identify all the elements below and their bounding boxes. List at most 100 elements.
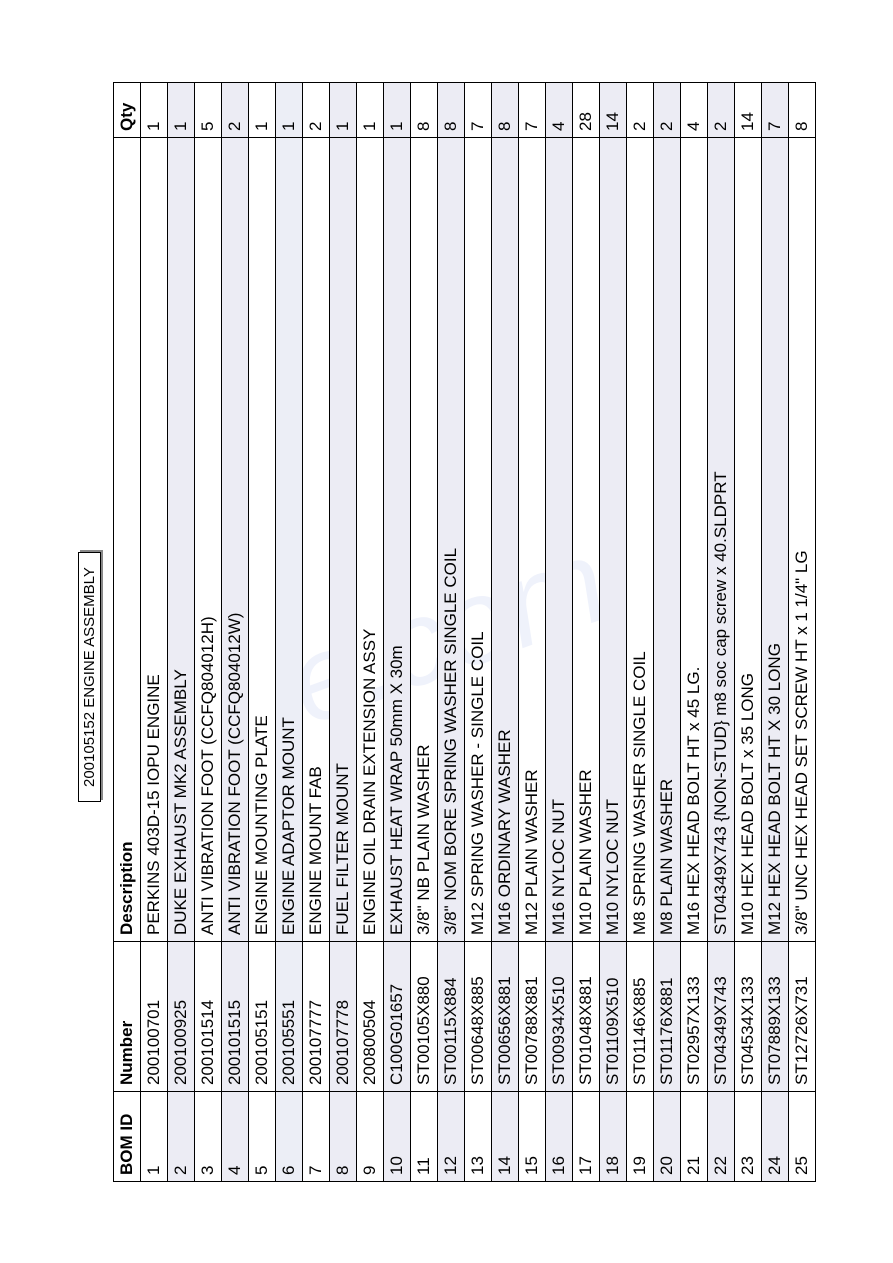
table-row: 15ST00788X881M12 PLAIN WASHER7 — [518, 82, 545, 1181]
table-row: 3200101514ANTI VIBRATION FOOT (CCFQ80401… — [194, 82, 221, 1181]
page-content: 200105152 ENGINE ASSEMBLY BOM ID Number … — [78, 82, 816, 1182]
bom-table: BOM ID Number Description Qty 1 200100701… — [113, 82, 816, 1182]
cell-number: ST12726X731 — [788, 941, 815, 1091]
cell-qty: 1 — [329, 82, 356, 137]
cell-description: ANTI VIBRATION FOOT (CCFQ804012W) — [221, 137, 248, 941]
cell-description: M12 PLAIN WASHER — [518, 137, 545, 941]
cell-qty: 14 — [734, 82, 761, 137]
table-row: 20ST01176X881M8 PLAIN WASHER2 — [653, 82, 680, 1181]
table-row: 1200100701PERKINS 403D-15 IOPU ENGINE1 — [140, 82, 167, 1181]
cell-number: ST00656X881 — [491, 941, 518, 1091]
cell-bom-id: 6 — [275, 1091, 302, 1181]
cell-qty: 1 — [383, 82, 410, 137]
cell-number: ST01048X881 — [572, 941, 599, 1091]
cell-description: M16 HEX HEAD BOLT HT x 45 LG. — [680, 137, 707, 941]
cell-qty: 1 — [248, 82, 275, 137]
cell-qty: 7 — [518, 82, 545, 137]
table-header-row: BOM ID Number Description Qty — [113, 82, 140, 1181]
table-row: 18ST01109X510M10 NYLOC NUT14 — [599, 82, 626, 1181]
cell-description: 3/8" NOM BORE SPRING WASHER SINGLE COIL — [437, 137, 464, 941]
cell-number: ST00788X881 — [518, 941, 545, 1091]
cell-bom-id: 11 — [410, 1091, 437, 1181]
col-number: Number — [113, 941, 140, 1091]
cell-description: M12 HEX HEAD BOLT HT X 30 LONG — [761, 137, 788, 941]
table-row: 8200107778FUEL FILTER MOUNT1 — [329, 82, 356, 1181]
cell-number: 200101514 — [194, 941, 221, 1091]
cell-number: ST01109X510 — [599, 941, 626, 1091]
cell-description: DUKE EXHAUST MK2 ASSEMBLY — [167, 137, 194, 941]
cell-qty: 5 — [194, 82, 221, 137]
cell-qty: 8 — [410, 82, 437, 137]
cell-qty: 28 — [572, 82, 599, 137]
table-row: 4200101515ANTI VIBRATION FOOT (CCFQ80401… — [221, 82, 248, 1181]
table-row: 24ST07889X133M12 HEX HEAD BOLT HT X 30 L… — [761, 82, 788, 1181]
cell-description: ST04349X743 {NON-STUD} m8 soc cap screw … — [707, 137, 734, 941]
cell-qty: 2 — [653, 82, 680, 137]
cell-bom-id: 10 — [383, 1091, 410, 1181]
cell-bom-id: 17 — [572, 1091, 599, 1181]
assembly-title: 200105152 ENGINE ASSEMBLY — [78, 552, 101, 802]
cell-number: 200100701 — [140, 941, 167, 1091]
cell-bom-id: 18 — [599, 1091, 626, 1181]
cell-number: ST04534X133 — [734, 941, 761, 1091]
cell-description: M8 SPRING WASHER SINGLE COIL — [626, 137, 653, 941]
table-row: 10C100G01657EXHAUST HEAT WRAP 50mm X 30m… — [383, 82, 410, 1181]
cell-bom-id: 19 — [626, 1091, 653, 1181]
table-row: 23ST04534X133M10 HEX HEAD BOLT x 35 LONG… — [734, 82, 761, 1181]
cell-qty: 2 — [626, 82, 653, 137]
cell-number: 200107778 — [329, 941, 356, 1091]
cell-description: M10 PLAIN WASHER — [572, 137, 599, 941]
cell-bom-id: 5 — [248, 1091, 275, 1181]
cell-qty: 1 — [167, 82, 194, 137]
table-row: 22ST04349X743ST04349X743 {NON-STUD} m8 s… — [707, 82, 734, 1181]
cell-number: 200105151 — [248, 941, 275, 1091]
cell-description: M8 PLAIN WASHER — [653, 137, 680, 941]
table-row: 25ST12726X7313/8" UNC HEX HEAD SET SCREW… — [788, 82, 815, 1181]
cell-number: 200107777 — [302, 941, 329, 1091]
table-row: 5200105151ENGINE MOUNTING PLATE1 — [248, 82, 275, 1181]
cell-number: ST07889X133 — [761, 941, 788, 1091]
table-row: 7200107777ENGINE MOUNT FAB2 — [302, 82, 329, 1181]
cell-bom-id: 4 — [221, 1091, 248, 1181]
cell-description: EXHAUST HEAT WRAP 50mm X 30m — [383, 137, 410, 941]
cell-qty: 8 — [491, 82, 518, 137]
cell-bom-id: 16 — [545, 1091, 572, 1181]
cell-qty: 1 — [275, 82, 302, 137]
cell-qty: 4 — [680, 82, 707, 137]
cell-bom-id: 9 — [356, 1091, 383, 1181]
cell-description: ENGINE MOUNTING PLATE — [248, 137, 275, 941]
table-row: 6200105551ENGINE ADAPTOR MOUNT1 — [275, 82, 302, 1181]
cell-bom-id: 15 — [518, 1091, 545, 1181]
cell-qty: 8 — [788, 82, 815, 137]
cell-bom-id: 12 — [437, 1091, 464, 1181]
cell-number: C100G01657 — [383, 941, 410, 1091]
cell-description: M10 HEX HEAD BOLT x 35 LONG — [734, 137, 761, 941]
table-row: 19ST01146X885M8 SPRING WASHER SINGLE COI… — [626, 82, 653, 1181]
cell-description: ENGINE OIL DRAIN EXTENSION ASSY — [356, 137, 383, 941]
cell-description: M12 SPRING WASHER - SINGLE COIL — [464, 137, 491, 941]
cell-bom-id: 23 — [734, 1091, 761, 1181]
table-row: 2200100925DUKE EXHAUST MK2 ASSEMBLY1 — [167, 82, 194, 1181]
cell-qty: 1 — [140, 82, 167, 137]
cell-description: 3/8" UNC HEX HEAD SET SCREW HT x 1 1/4" … — [788, 137, 815, 941]
cell-number: ST02957X133 — [680, 941, 707, 1091]
cell-qty: 8 — [437, 82, 464, 137]
cell-number: ST00934X510 — [545, 941, 572, 1091]
cell-description: M16 NYLOC NUT — [545, 137, 572, 941]
cell-number: 200800504 — [356, 941, 383, 1091]
cell-bom-id: 21 — [680, 1091, 707, 1181]
cell-qty: 2 — [302, 82, 329, 137]
cell-description: 3/8" NB PLAIN WASHER — [410, 137, 437, 941]
col-qty: Qty — [113, 82, 140, 137]
cell-qty: 2 — [221, 82, 248, 137]
cell-bom-id: 2 — [167, 1091, 194, 1181]
cell-number: 200101515 — [221, 941, 248, 1091]
col-description: Description — [113, 137, 140, 941]
cell-description: ENGINE ADAPTOR MOUNT — [275, 137, 302, 941]
cell-description: FUEL FILTER MOUNT — [329, 137, 356, 941]
cell-qty: 4 — [545, 82, 572, 137]
cell-number: ST00648X885 — [464, 941, 491, 1091]
cell-description: M10 NYLOC NUT — [599, 137, 626, 941]
cell-qty: 2 — [707, 82, 734, 137]
cell-qty: 7 — [761, 82, 788, 137]
